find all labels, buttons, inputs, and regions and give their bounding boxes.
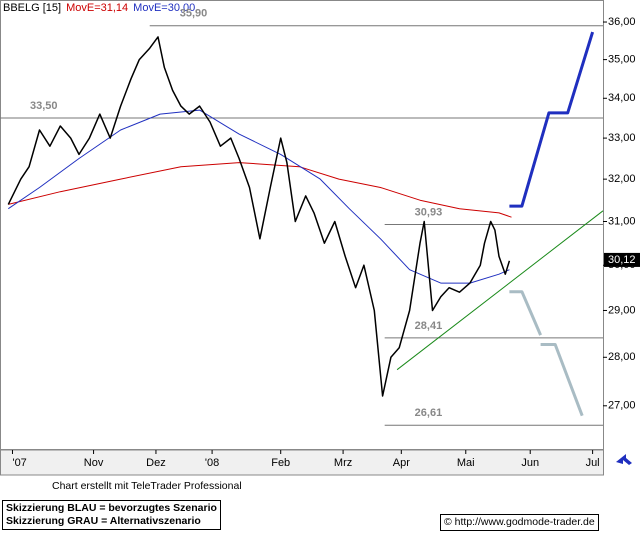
notes: Skizzierung BLAU = bevorzugtes Szenario … (2, 500, 221, 530)
scenario-line (509, 31, 595, 208)
legend: BBELG [15] MovE=31,14 MovE=30,00 (3, 2, 195, 14)
y-tick-label: 35,00 (608, 54, 636, 66)
x-tick-label: Feb (271, 457, 290, 469)
x-tick-label: Jul (586, 457, 600, 469)
level-label: 33,50 (30, 100, 58, 112)
x-tick-label: '08 (205, 457, 219, 469)
legend-entry: BBELG [15] (3, 2, 61, 14)
legend-entry: MovE=30,00 (133, 2, 195, 14)
source: © http://www.godmode-trader.de (440, 514, 599, 531)
series-line (7, 36, 511, 397)
level-label: 28,41 (415, 320, 443, 332)
y-tick-label: 27,00 (608, 400, 636, 412)
x-tick-label: Apr (393, 457, 410, 469)
x-tick-label: Nov (84, 457, 104, 469)
last-price-box (604, 252, 640, 267)
y-tick-label: 33,00 (608, 132, 636, 144)
series-line (8, 109, 510, 284)
note: Skizzierung BLAU = bevorzugtes Szenario (6, 502, 217, 514)
y-tick-label: 32,00 (608, 173, 636, 185)
x-tick-label: '07 (12, 457, 26, 469)
y-tick-label: 36,00 (608, 16, 636, 28)
x-tick-label: Mrz (334, 457, 352, 469)
x-tick-label: Mai (457, 457, 475, 469)
level-label: 30,93 (415, 206, 443, 218)
nav-icon[interactable] (616, 454, 632, 465)
last-price-label: 30,12 (608, 254, 636, 266)
chart: BBELG [15] MovE=31,14 MovE=30,00 27,00 28,0… (0, 0, 640, 476)
x-tick-label: Dez (146, 457, 166, 469)
y-tick-label: 34,00 (608, 92, 636, 104)
x-tick-label: Jun (521, 457, 539, 469)
level-label: 26,61 (415, 407, 443, 419)
y-tick-label: 28,00 (608, 351, 636, 363)
y-tick-label: 29,00 (608, 304, 636, 316)
x-axis-band (0, 449, 604, 476)
level-label: 35,90 (180, 8, 208, 20)
scenario-line (509, 290, 584, 417)
series-line (8, 162, 512, 218)
note: Skizzierung GRAU = Alternativszenario (6, 515, 201, 527)
y-tick-label: 31,00 (608, 215, 636, 227)
trendline (396, 210, 604, 371)
legend-entry: MovE=31,14 (66, 2, 128, 14)
credit: Chart erstellt mit TeleTrader Profession… (52, 480, 242, 492)
